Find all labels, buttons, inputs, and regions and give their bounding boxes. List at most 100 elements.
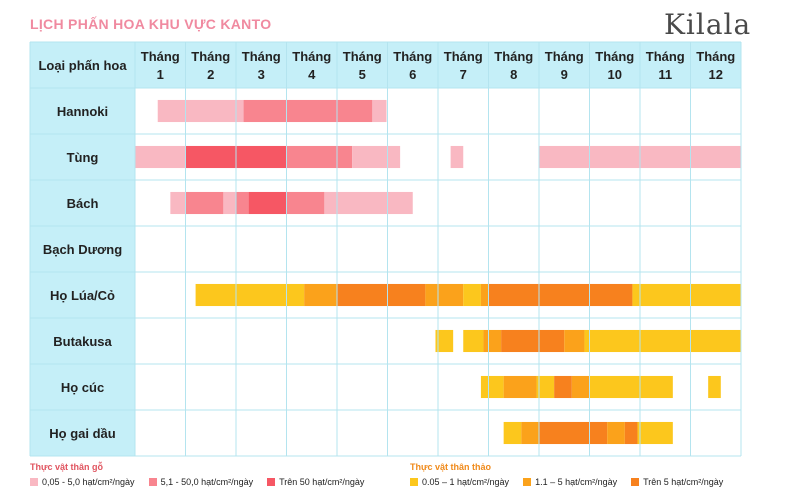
month-header-word: Tháng [242, 49, 281, 64]
pollen-bar-segment [248, 191, 287, 215]
legend-label: Trên 5 hạt/cm²/ngày [643, 477, 724, 487]
row-label: Họ gai dầu [49, 426, 116, 441]
legend-label: Trên 50 hạt/cm²/ngày [279, 477, 365, 487]
legend-swatch [148, 478, 157, 486]
legend-swatch [523, 478, 532, 486]
pollen-calendar-chart: Loại phấn hoa Tháng 1 Tháng 2 Tháng 3 Tháng 4 Thá… [29, 41, 742, 457]
pollen-bar-segment [157, 99, 244, 123]
month-header-word: Tháng [444, 49, 483, 64]
pollen-bar-segment [223, 191, 236, 215]
month-header-number: 8 [510, 67, 517, 82]
row-label: Tùng [67, 150, 99, 165]
legend-label: 0,05 - 5,0 hạt/cm²/ngày [42, 477, 135, 487]
month-header-word: Tháng [343, 49, 382, 64]
month-header-word: Tháng [595, 49, 634, 64]
legend-swatch [410, 478, 418, 486]
pollen-bar-segment [503, 421, 522, 445]
row-label: Hannoki [57, 104, 108, 119]
pollen-bar-segment [304, 283, 337, 307]
month-header-number: 7 [460, 67, 467, 82]
month-header-word: Tháng [292, 49, 331, 64]
row-label: Họ Lúa/Cỏ [50, 288, 115, 303]
row-label: Bạch Dương [43, 242, 122, 257]
legend-label: 5,1 - 50,0 hạt/cm²/ngày [160, 477, 254, 487]
pollen-bar-segment [483, 329, 502, 353]
pollen-bar-segment [324, 191, 413, 215]
pollen-bar-segment [425, 283, 464, 307]
legend-herb-title: Thực vật thân thảo [410, 462, 492, 472]
pollen-bar-segment [435, 329, 454, 353]
legend-herb-high: Trên 5 hạt/cm²/ngày [631, 477, 723, 487]
month-header-word: Tháng [141, 49, 180, 64]
legend-swatch [631, 478, 640, 486]
pollen-bar-segment [170, 191, 186, 215]
month-header-number: 12 [709, 67, 723, 82]
pollen-bar-segment [450, 145, 464, 169]
pollen-bar-segment [624, 421, 638, 445]
pollen-bar-segment [521, 421, 539, 445]
month-header-word: Tháng [646, 49, 685, 64]
month-header-number: 10 [608, 67, 622, 82]
month-header-number: 4 [308, 67, 316, 82]
pollen-bar-segment [372, 99, 387, 123]
month-header-number: 11 [658, 67, 672, 82]
pollen-bar-segment [488, 283, 633, 307]
pollen-bar-segment [637, 421, 673, 445]
legend-wood-mid: 5,1 - 50,0 hạt/cm²/ngày [148, 477, 254, 487]
legend-wood-title: Thực vật thân gỗ [30, 462, 104, 472]
pollen-bar-segment [536, 375, 555, 399]
pollen-bar-segment [607, 421, 625, 445]
pollen-bar-segment [195, 283, 305, 307]
legend-swatch [267, 478, 276, 486]
legend-label: 1.1 – 5 hạt/cm²/ngày [535, 477, 618, 487]
month-header-word: Tháng [191, 49, 230, 64]
month-header-number: 3 [258, 67, 265, 82]
pollen-bar-segment [554, 375, 572, 399]
month-header-number: 5 [359, 67, 366, 82]
pollen-bar-segment [589, 375, 673, 399]
row-label: Butakusa [53, 334, 112, 349]
legend-wood: Thực vật thân gỗ 0,05 - 5,0 hạt/cm²/ngày… [30, 462, 364, 487]
pollen-bar-segment [501, 329, 565, 353]
month-header-word: Tháng [494, 49, 533, 64]
pollen-bar-segment [337, 283, 426, 307]
pollen-bar-segment [503, 375, 537, 399]
pollen-bar-segment [564, 329, 585, 353]
month-header-word: Tháng [545, 49, 584, 64]
page-title: LỊCH PHẤN HOA KHU VỰC KANTO [30, 16, 272, 32]
corner-label: Loại phấn hoa [38, 58, 127, 73]
legend-wood-low: 0,05 - 5,0 hạt/cm²/ngày [30, 477, 135, 487]
legend-herb-mid: 1.1 – 5 hạt/cm²/ngày [523, 477, 617, 487]
pollen-bar-segment [571, 375, 590, 399]
legend-wood-high: Trên 50 hạt/cm²/ngày [267, 477, 364, 487]
month-header-word: Tháng [696, 49, 735, 64]
pollen-bar-segment [236, 191, 249, 215]
pollen-bar-segment [135, 145, 186, 169]
pollen-bar-segment [539, 421, 608, 445]
pollen-bar-segment [480, 375, 504, 399]
month-header-number: 6 [409, 67, 416, 82]
header-row-bg [30, 42, 741, 88]
pollen-bar-segment [708, 375, 721, 399]
pollen-bar-segment [480, 283, 489, 307]
legend-herb: Thực vật thân thảo 0.05 – 1 hạt/cm²/ngày… [410, 462, 723, 487]
pollen-bar-segment [286, 145, 353, 169]
legend-label: 0.05 – 1 hạt/cm²/ngày [422, 477, 510, 487]
row-label: Họ cúc [61, 380, 104, 395]
month-header-word: Tháng [393, 49, 432, 64]
pollen-bar-segment [286, 191, 325, 215]
pollen-bar-segment [243, 99, 373, 123]
month-header-number: 1 [157, 67, 164, 82]
pollen-bar-segment [352, 145, 401, 169]
pollen-bar-segment [632, 283, 741, 307]
legend-herb-low: 0.05 – 1 hạt/cm²/ngày [410, 477, 509, 487]
pollen-bar-segment [584, 329, 741, 353]
pollen-bar-segment [463, 329, 484, 353]
legend-swatch [30, 478, 38, 486]
pollen-bar-segment [185, 191, 224, 215]
row-label: Bách [67, 196, 99, 211]
month-header-number: 9 [561, 67, 568, 82]
pollen-bar-segment [463, 283, 481, 307]
month-header-number: 2 [207, 67, 214, 82]
brand-logo: Kilala [664, 8, 752, 41]
